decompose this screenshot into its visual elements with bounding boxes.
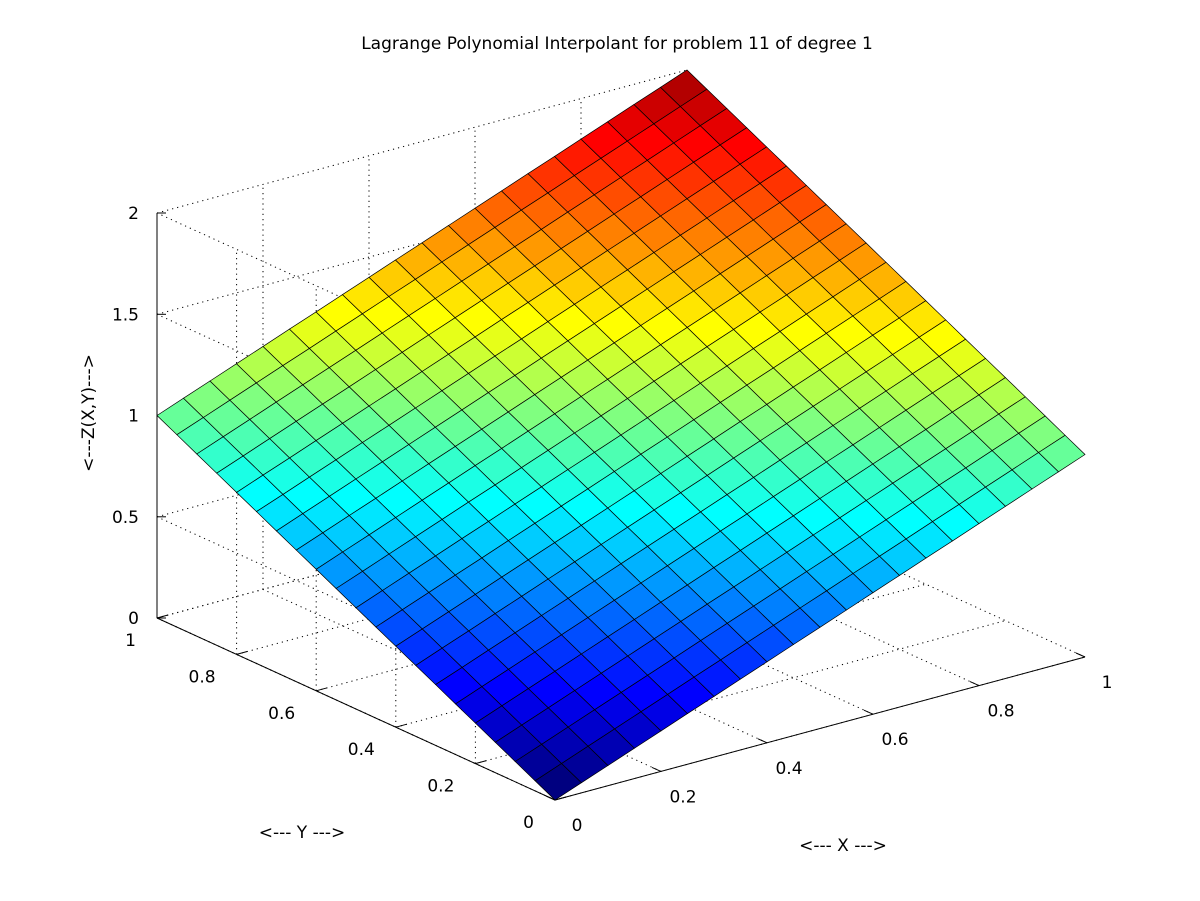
x-axis-line [554,656,1086,801]
x-tick-label: 0.6 [881,730,908,750]
x-tick-mark [863,709,874,715]
x-tick-label: 0.4 [775,759,802,779]
y-tick-label: 0.8 [189,667,216,687]
chart-title: Lagrange Polynomial Interpolant for prob… [361,34,873,54]
x-tick-mark [969,681,980,687]
x-tick-label: 1 [1102,673,1113,693]
z-tick-label: 0 [128,609,139,629]
surface-mesh [156,69,1086,801]
x-tick-label: 0.8 [987,702,1014,722]
x-tick-label: 0 [572,816,583,836]
y-tick-mark [475,760,487,765]
z-axis-label: <---Z(X,Y)---> [79,354,99,472]
y-axis-label: <--- Y ---> [259,823,346,843]
x-axis-label: <--- X ---> [799,836,887,856]
surface-cell [1038,434,1086,473]
y-tick-label: 0.4 [348,740,375,760]
z-tick-label: 1 [128,407,139,427]
y-tick-mark [554,796,567,801]
y-tick-label: 1 [125,631,136,651]
y-tick-label: 0 [523,813,534,833]
x-tick-label: 0.2 [669,787,696,807]
y-tick-mark [316,687,328,692]
x-tick-mark [545,795,556,801]
y-tick-mark [395,723,407,728]
z-tick-label: 1.5 [112,305,139,325]
x-tick-mark [757,738,768,744]
x-tick-mark [1075,652,1086,658]
z-tick-label: 0.5 [112,508,139,528]
y-tick-label: 0.6 [268,704,295,724]
y-axis-line [156,617,556,801]
y-tick-label: 0.2 [427,777,454,797]
x-tick-mark [651,766,662,772]
y-tick-mark [236,650,248,655]
z-tick-label: 2 [128,204,139,224]
